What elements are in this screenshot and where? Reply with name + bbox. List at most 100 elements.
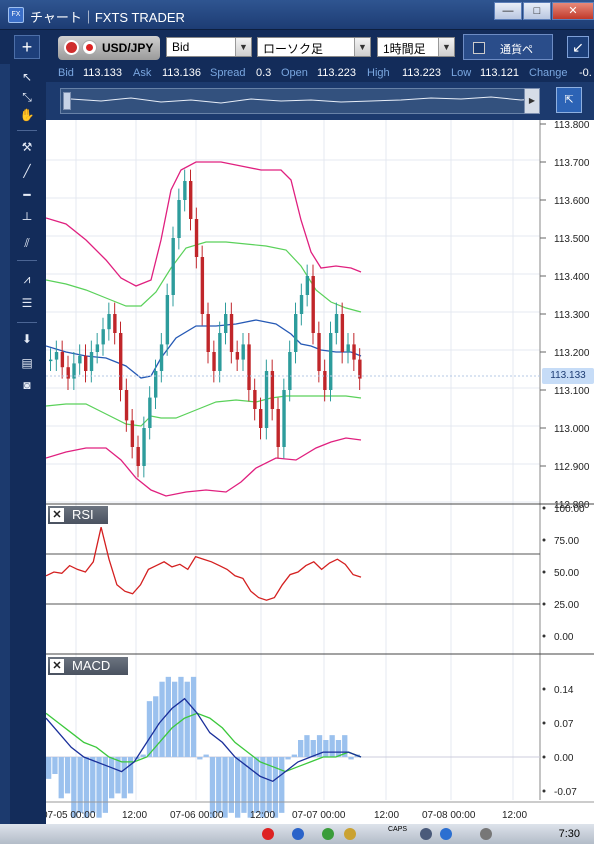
close-button[interactable]: ✕ bbox=[552, 2, 594, 20]
price-axis: 113.800 113.700 113.600 113.500 113.400 113.3… bbox=[540, 120, 590, 511]
candle-body bbox=[294, 314, 298, 352]
macd-histogram-bar bbox=[247, 757, 253, 818]
price-tick-label: 113.100 bbox=[554, 386, 590, 397]
candle-body bbox=[72, 363, 76, 379]
maximize-button[interactable]: □ bbox=[523, 2, 551, 20]
hammer-icon[interactable]: ⚒ bbox=[21, 140, 33, 154]
rsi-tick-label: 50.00 bbox=[554, 568, 579, 579]
candle-body bbox=[165, 295, 170, 345]
macd-histogram-bar bbox=[222, 757, 228, 818]
close-icon[interactable]: ✕ bbox=[50, 659, 64, 673]
price-tick-label: 113.200 bbox=[554, 348, 590, 359]
help-icon[interactable] bbox=[440, 828, 452, 840]
candle-body bbox=[282, 390, 286, 447]
alert-icon[interactable] bbox=[262, 828, 274, 840]
macd-panel-label: ✕ MACD bbox=[48, 657, 128, 675]
navigator-left-handle[interactable] bbox=[63, 92, 71, 110]
currency-pair-toggle[interactable]: 通貨ペ bbox=[463, 34, 553, 60]
macd-histogram-bar bbox=[71, 757, 77, 818]
us-flag-icon bbox=[64, 40, 79, 55]
navigator-scroll-right[interactable]: ▶ bbox=[524, 88, 540, 114]
price-tick-label: 113.600 bbox=[554, 196, 590, 207]
chart-area[interactable]: 113.800 113.700 113.600 113.500 113.400 113.3… bbox=[46, 120, 594, 824]
candle-body bbox=[189, 181, 193, 219]
dock-icon[interactable]: ↙ bbox=[567, 36, 589, 58]
macd-histogram-bar bbox=[165, 676, 171, 757]
macd-histogram-bar bbox=[253, 757, 260, 813]
warning-icon[interactable] bbox=[344, 828, 356, 840]
camera-icon[interactable]: ◙ bbox=[23, 378, 31, 392]
keyboard-icon[interactable] bbox=[420, 828, 432, 840]
toolbar-divider bbox=[17, 260, 37, 261]
horizontal-line-icon[interactable]: ━ bbox=[23, 188, 31, 202]
macd-histogram-bar bbox=[96, 757, 102, 818]
price-type-select[interactable]: Bid ▼ bbox=[166, 37, 252, 57]
candle-body bbox=[346, 344, 350, 352]
hand-icon[interactable]: ✋ bbox=[19, 108, 35, 122]
candle-body bbox=[224, 314, 228, 333]
candlestick-series bbox=[49, 169, 362, 478]
time-axis: 07-05 00:00 12:00 07-06 00:00 12:00 07-07 00… bbox=[46, 810, 527, 821]
list-icon[interactable]: ▤ bbox=[21, 356, 33, 370]
candle-body bbox=[107, 314, 111, 330]
macd-histogram-bar bbox=[121, 757, 127, 799]
chart-type-select[interactable]: ローソク足 ▼ bbox=[257, 37, 371, 57]
parallel-lines-icon[interactable]: ⫽ bbox=[24, 236, 30, 250]
candle-body bbox=[299, 295, 304, 314]
candle-body bbox=[311, 276, 315, 333]
macd-histogram-bar bbox=[304, 735, 310, 757]
speaker-icon[interactable] bbox=[480, 828, 492, 840]
macd-histogram-bar bbox=[228, 757, 234, 813]
rsi-line bbox=[46, 527, 362, 601]
candle-body bbox=[89, 352, 94, 371]
currency-checkbox[interactable] bbox=[473, 42, 485, 54]
shield-icon[interactable] bbox=[322, 828, 334, 840]
rsi-tick-label: 75.00 bbox=[554, 536, 579, 547]
candle-body bbox=[229, 314, 234, 352]
macd-histogram-bar bbox=[90, 757, 96, 813]
rsi-tick-dot bbox=[542, 602, 546, 606]
fibonacci-fan-icon[interactable]: ⩘ bbox=[23, 272, 31, 286]
macd-histogram-bar bbox=[184, 681, 190, 757]
download-icon[interactable]: ⬇ bbox=[21, 332, 33, 346]
change-label: Change bbox=[529, 67, 568, 79]
os-taskbar: CAPS 7:30 bbox=[0, 824, 594, 844]
macd-histogram-bar bbox=[178, 676, 184, 757]
macd-histogram-bar bbox=[342, 735, 348, 757]
macd-histogram-bar bbox=[153, 696, 159, 757]
add-chart-button[interactable]: + bbox=[14, 35, 40, 59]
macd-histogram-bar bbox=[58, 757, 64, 799]
candle-body bbox=[130, 420, 135, 447]
trend-line-icon[interactable]: ╱ bbox=[23, 164, 31, 178]
timeframe-select[interactable]: 1時間足 ▼ bbox=[377, 37, 455, 57]
candle-body bbox=[66, 367, 70, 379]
cursor-icon[interactable]: ↖ bbox=[21, 70, 33, 84]
quote-bar: Bid 113.133 Ask 113.136 Spread 0.3 Open … bbox=[46, 64, 594, 82]
macd-histogram-bar bbox=[52, 757, 58, 774]
time-tick-label: 12:00 bbox=[374, 810, 399, 821]
crosshair-cursor-icon[interactable]: ⤡ bbox=[22, 90, 32, 104]
minimize-button[interactable]: — bbox=[494, 2, 522, 20]
close-icon[interactable]: ✕ bbox=[50, 508, 64, 522]
rsi-tick-label: 100.00 bbox=[554, 504, 585, 515]
rsi-tick-dot bbox=[542, 538, 546, 542]
chevron-down-icon: ▼ bbox=[354, 38, 370, 56]
network-icon[interactable] bbox=[292, 828, 304, 840]
price-tick-label: 112.800 bbox=[554, 500, 590, 511]
macd-tick-label: 0.14 bbox=[554, 685, 574, 696]
candle-body bbox=[276, 409, 280, 447]
chart-navigator[interactable] bbox=[60, 88, 538, 114]
macd-histogram-bar bbox=[46, 757, 52, 779]
fibonacci-retracement-icon[interactable]: ☰ bbox=[21, 296, 33, 310]
bollinger-inner-lower-line bbox=[46, 395, 362, 427]
candle-body bbox=[334, 314, 339, 333]
zoom-fit-icon[interactable]: ⇱ bbox=[556, 87, 582, 113]
macd-histogram-bar bbox=[77, 757, 83, 813]
macd-tick-dot bbox=[542, 721, 546, 725]
window-titlebar: FX チャート｜FXTS TRADER — □ ✕ bbox=[0, 0, 594, 30]
currency-pair-button[interactable]: USD/JPY bbox=[58, 36, 160, 60]
macd-histogram-bar bbox=[279, 757, 285, 813]
timeframe-value: 1時間足 bbox=[383, 42, 426, 56]
vertical-line-icon[interactable]: ┴ bbox=[22, 212, 32, 226]
candle-body bbox=[288, 352, 292, 390]
